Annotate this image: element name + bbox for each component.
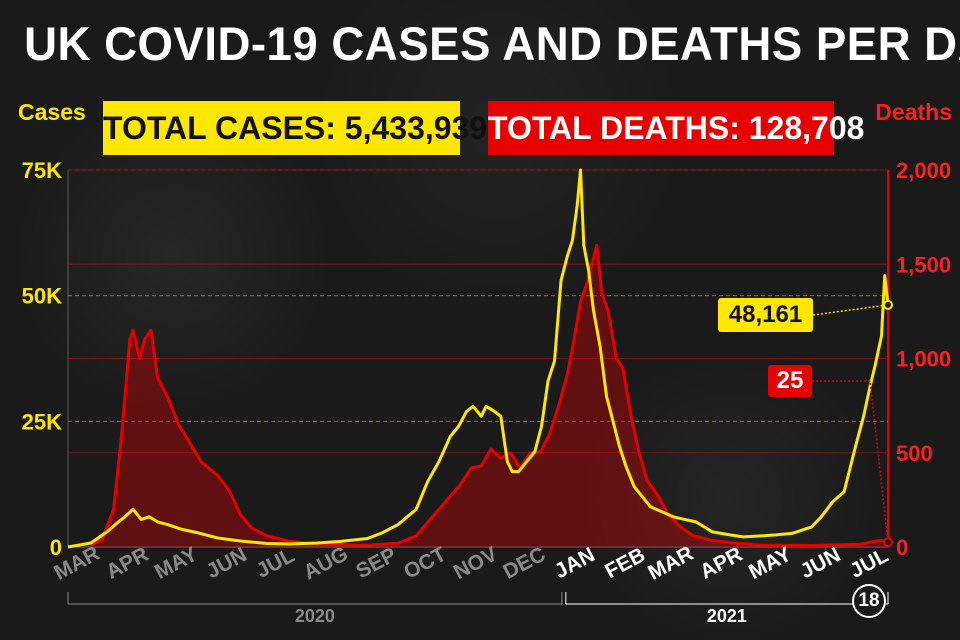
callout-layer: [812, 299, 893, 548]
cases-callout-connector: [812, 304, 889, 316]
deaths-callout-connector: [812, 380, 889, 543]
left-tick-label: 75K: [22, 158, 62, 183]
deaths-line: [90, 243, 889, 547]
right-axis-label: Deaths: [875, 99, 952, 125]
right-tick-label: 0: [896, 535, 908, 560]
year-layer: 2020 2021: [67, 592, 889, 626]
deaths-end-marker: [883, 537, 893, 548]
latest-cases-callout: 48,161: [718, 298, 813, 332]
month-label: JUN: [203, 543, 251, 583]
cases-line: [67, 168, 890, 549]
right-tick-label: 500: [896, 441, 933, 466]
latest-deaths-callout: 25: [768, 365, 812, 397]
month-label: FEB: [601, 543, 649, 583]
right-tick-label: 1,000: [896, 347, 951, 372]
month-label: OCT: [400, 543, 450, 584]
right-tick-label: 2,000: [896, 158, 951, 183]
ticks-layer: 0 25K 50K 75K 0 500 1,000 1,500 2,000: [22, 158, 951, 560]
month-label: MAY: [745, 543, 795, 584]
left-axis-label: Cases: [18, 99, 86, 125]
month-label: JAN: [551, 543, 599, 583]
year-label: 2020: [295, 606, 335, 626]
month-label: SEP: [352, 543, 400, 583]
month-label: JUL: [846, 544, 892, 583]
latest-date-badge: 18: [852, 584, 886, 618]
month-label: MAR: [644, 542, 697, 585]
month-label: APR: [696, 543, 746, 584]
total-deaths-banner: TOTAL DEATHS: 128,708: [488, 101, 864, 155]
month-label: DEC: [499, 543, 549, 584]
right-tick-label: 1,500: [896, 252, 951, 277]
total-cases-banner: TOTAL CASES: 5,433,939: [103, 101, 487, 155]
month-label: AUG: [300, 542, 352, 584]
deaths-area: [90, 245, 889, 547]
left-tick-label: 50K: [22, 284, 62, 309]
month-label: JUL: [253, 544, 299, 583]
month-label: JUN: [797, 543, 845, 583]
month-label: APR: [102, 543, 152, 584]
left-tick-label: 0: [50, 535, 62, 560]
year-label: 2021: [707, 606, 747, 626]
cases-end-marker: [883, 299, 893, 310]
month-label: MAY: [151, 543, 201, 584]
cases-layer: [67, 168, 890, 549]
chart-title: UK COVID-19 CASES AND DEATHS PER DAY: [24, 17, 960, 70]
month-label: NOV: [450, 542, 501, 584]
grid-layer: [67, 169, 889, 548]
left-tick-label: 25K: [22, 409, 62, 434]
deaths-layer: [90, 243, 889, 547]
